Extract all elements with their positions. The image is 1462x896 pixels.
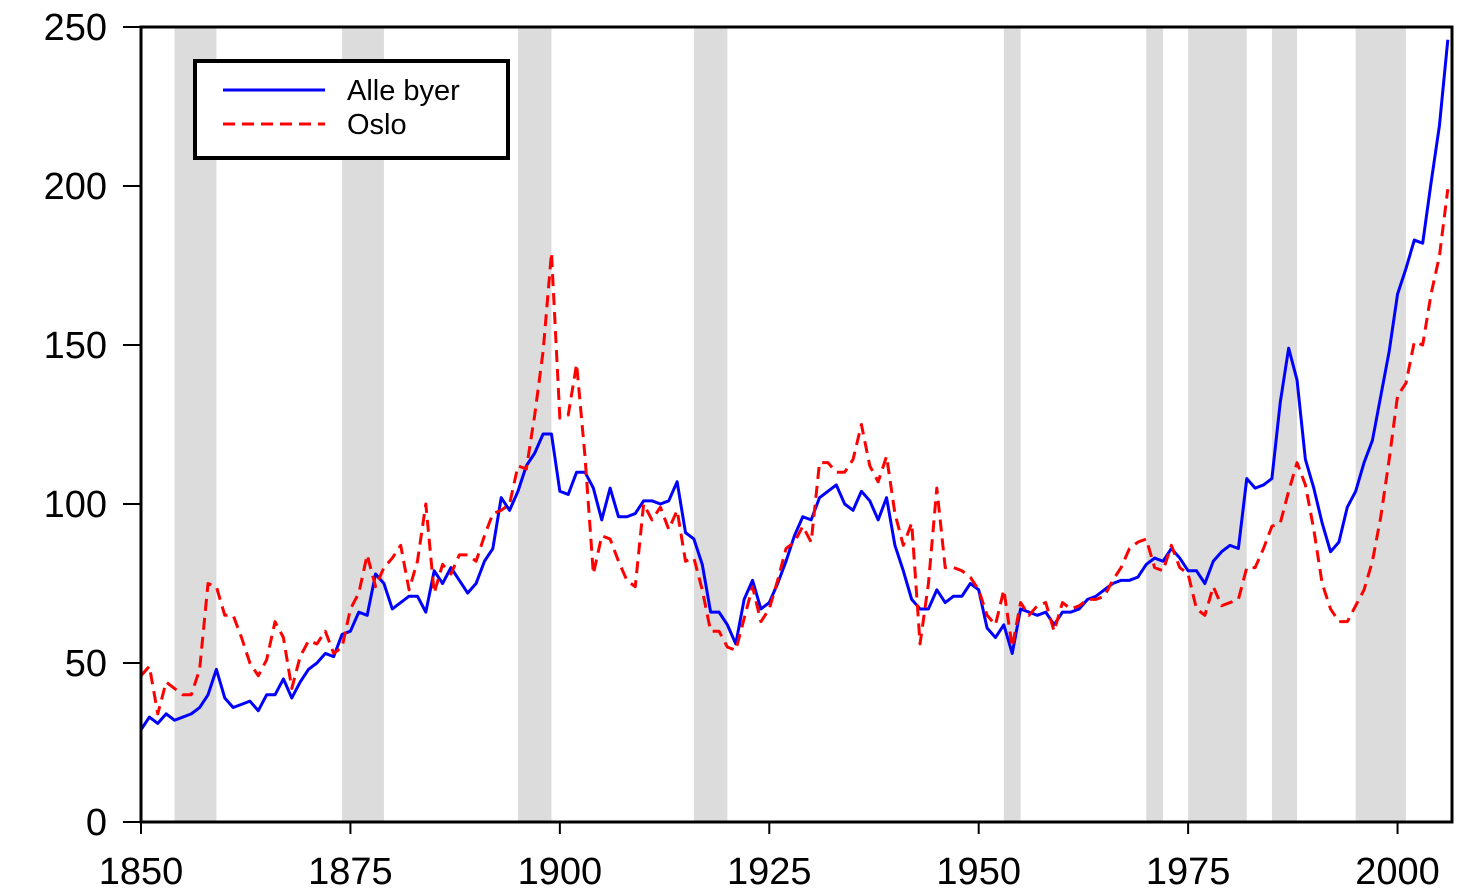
series-line bbox=[139, 39, 1450, 731]
x-tick-label: 1950 bbox=[936, 851, 1021, 893]
y-tick-label: 250 bbox=[44, 7, 107, 49]
shaded-period bbox=[517, 27, 552, 822]
x-tick-label: 1900 bbox=[518, 851, 603, 893]
legend-box bbox=[193, 59, 510, 160]
x-tick-label: 1875 bbox=[308, 851, 393, 893]
y-tick-label: 0 bbox=[86, 802, 107, 844]
series-line bbox=[139, 188, 1450, 716]
y-tick-label: 100 bbox=[44, 484, 107, 526]
plot-frame bbox=[139, 25, 1454, 824]
shaded-period bbox=[1355, 27, 1406, 822]
shaded-period bbox=[1146, 27, 1163, 822]
x-tick-label: 2000 bbox=[1355, 851, 1440, 893]
shaded-period bbox=[1271, 27, 1298, 822]
x-tick-label: 1975 bbox=[1146, 851, 1231, 893]
shaded-period bbox=[1188, 27, 1247, 822]
y-tick-label: 150 bbox=[44, 325, 107, 367]
y-tick-label: 200 bbox=[44, 166, 107, 208]
shaded-period bbox=[693, 27, 728, 822]
x-tick-label: 1925 bbox=[727, 851, 812, 893]
shaded-period bbox=[1003, 27, 1021, 822]
legend-label: Alle byer bbox=[347, 75, 460, 107]
y-tick-label: 50 bbox=[65, 643, 107, 685]
x-tick-label: 1850 bbox=[99, 851, 184, 893]
legend-label: Oslo bbox=[347, 109, 407, 141]
